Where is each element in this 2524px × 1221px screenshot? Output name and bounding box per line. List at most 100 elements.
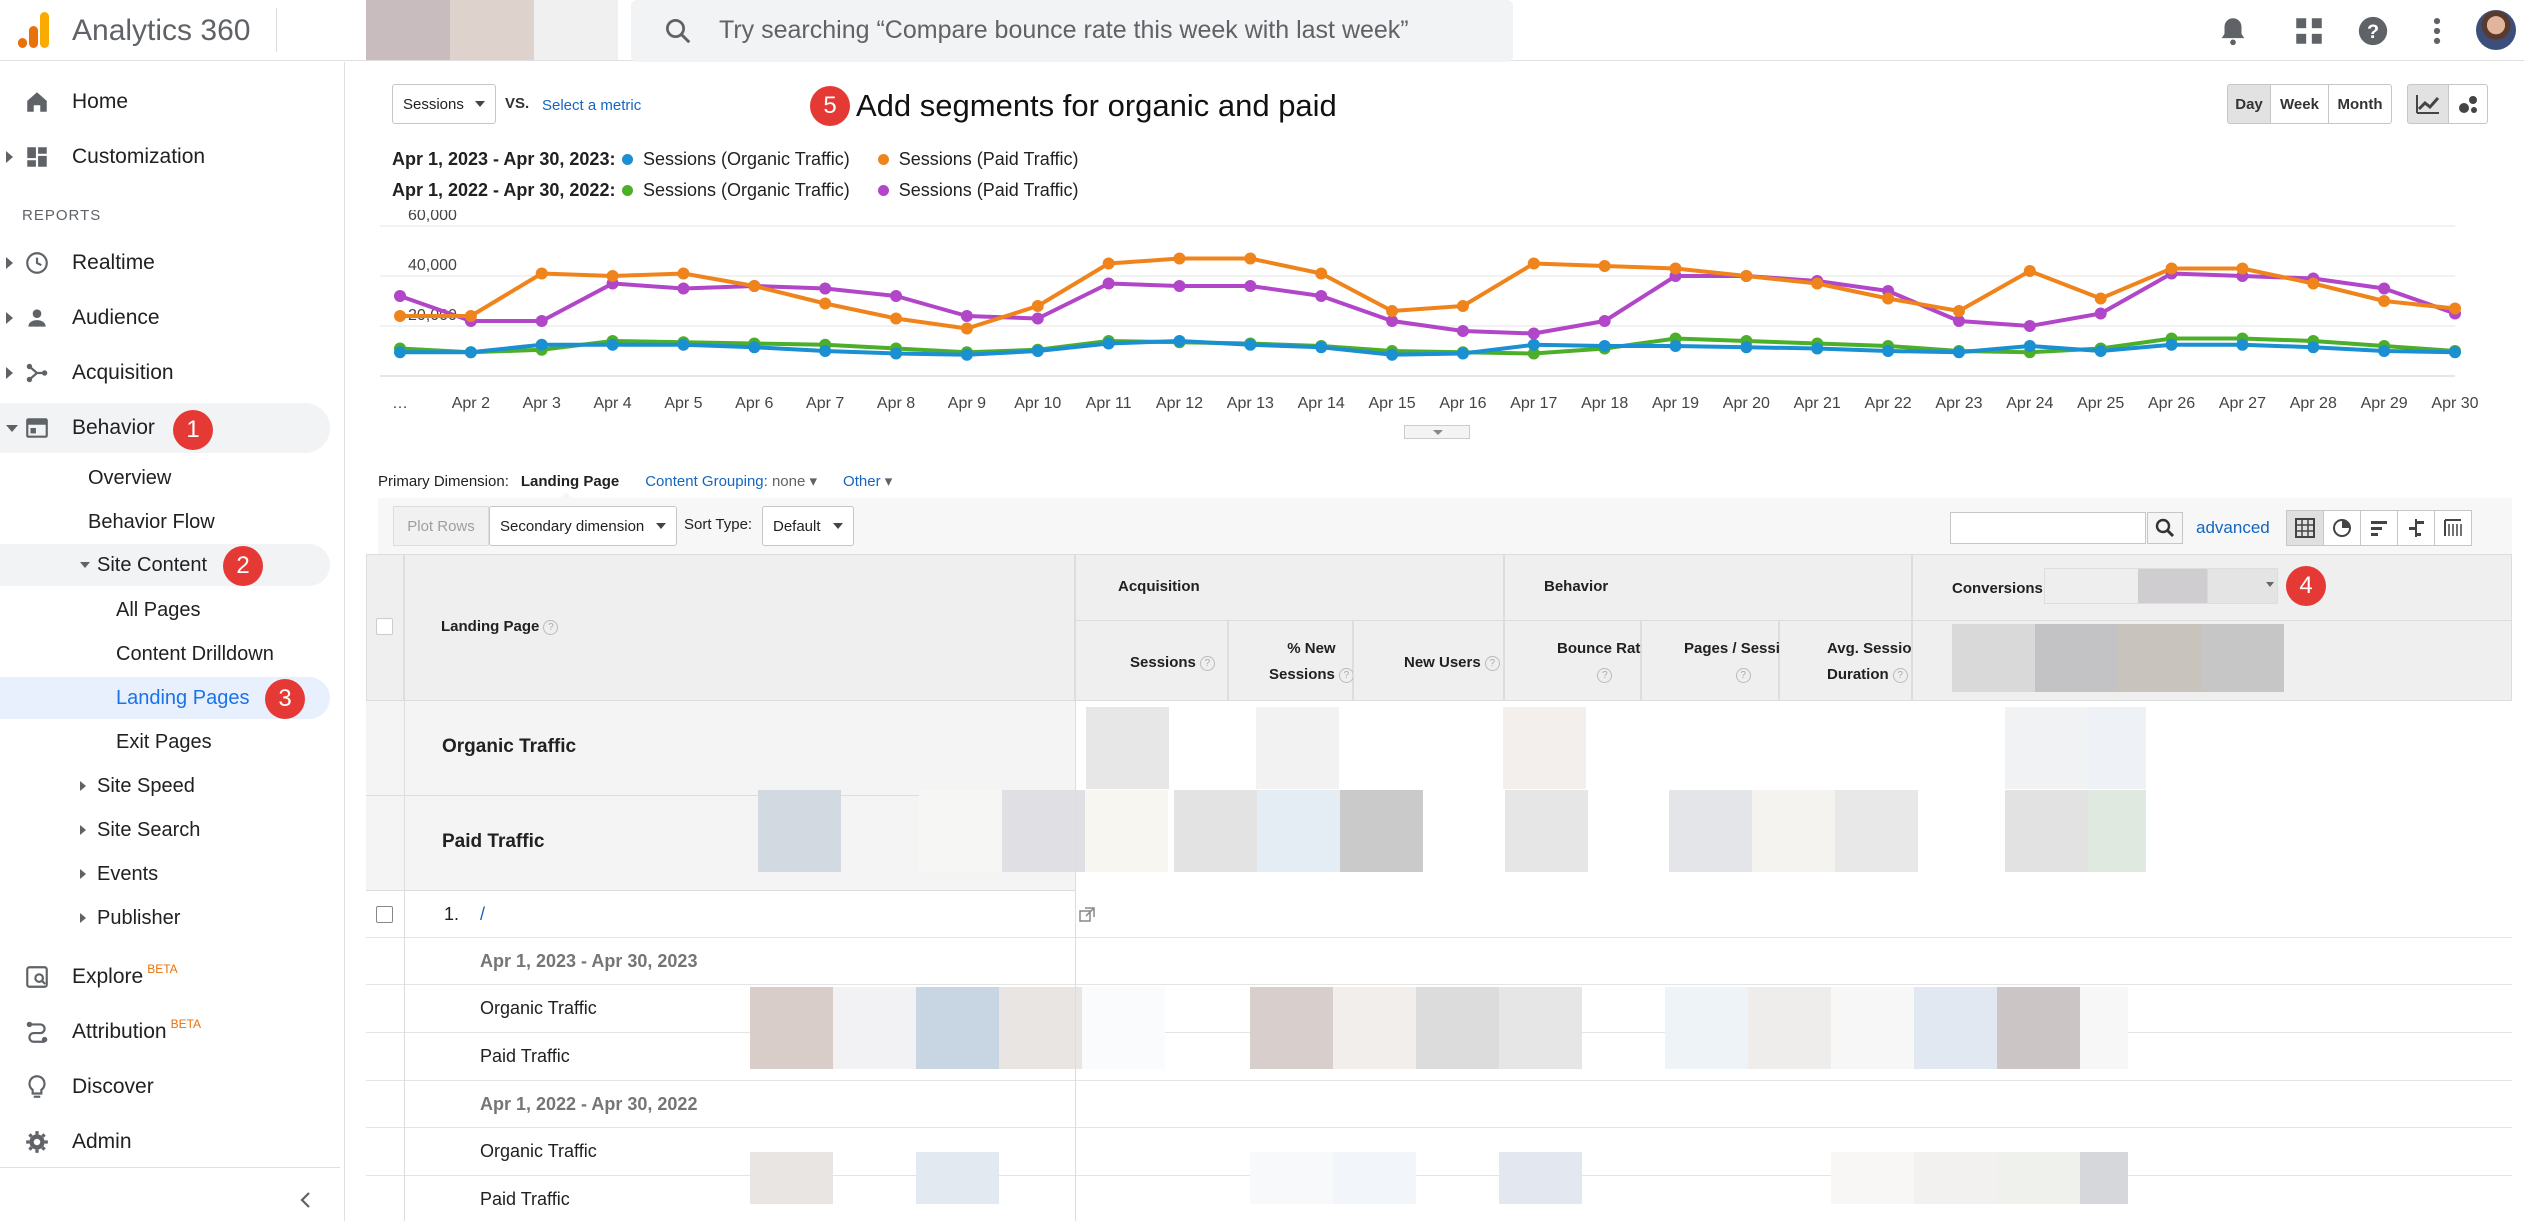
sort-type-value: Default [773,517,821,535]
data-point [1173,335,1186,347]
redacted-value-cell [1914,1152,1997,1204]
data-point [1031,300,1044,312]
data-point [1386,305,1399,317]
motion-chart-button[interactable] [2448,84,2488,124]
secondary-dimension-dropdown[interactable]: Secondary dimension [489,506,677,546]
sidebar-item-attribution[interactable]: Attribution BETA [0,1007,330,1057]
x-tick-label: Apr 4 [593,395,631,412]
help-icon[interactable]: ? [1199,655,1215,671]
search-input[interactable] [719,13,1479,47]
more-vert-icon[interactable] [2420,14,2454,48]
sidebar-item-site-content[interactable]: Site Content [80,545,207,585]
help-icon[interactable]: ? [2356,14,2390,48]
sidebar-item-events[interactable]: Events [80,854,159,894]
primary-dimension-landing-page[interactable]: Landing Page [520,472,620,490]
table-search-button[interactable] [2147,512,2183,544]
help-icon[interactable]: ? [1338,667,1354,683]
new-users-column-header[interactable] [1353,620,1504,701]
metric-dropdown[interactable]: Sessions [392,84,496,124]
legend-item[interactable]: Sessions (Paid Traffic) [877,180,1079,201]
sidebar-item-label: Events [97,862,159,885]
select-metric-link[interactable]: Select a metric [542,97,642,114]
help-icon[interactable]: ? [1484,655,1500,671]
comparison-view-button[interactable] [2397,510,2435,546]
goal-selector-dropdown[interactable] [2044,568,2278,604]
select-all-checkbox[interactable] [376,618,393,635]
collapse-sidebar-icon[interactable] [296,1190,316,1210]
legend-item[interactable]: Sessions (Organic Traffic) [622,149,850,170]
sidebar-item-acquisition[interactable]: Acquisition [0,348,330,398]
sidebar-item-discover[interactable]: Discover [0,1062,330,1112]
sort-type-dropdown[interactable]: Default [762,506,854,546]
sidebar-item-audience[interactable]: Audience [0,293,330,343]
data-point [1102,337,1115,350]
avg-session-duration-column-header[interactable] [1779,620,1912,701]
new-sessions-column-header[interactable] [1228,620,1353,701]
search-icon [666,19,691,44]
sidebar-item-customization[interactable]: Customization [0,132,330,182]
data-point [1882,345,1895,357]
pivot-view-button[interactable] [2434,510,2472,546]
sidebar-item-behavior[interactable]: Behavior [0,403,330,453]
legend-item[interactable]: Sessions (Organic Traffic) [622,180,850,201]
sidebar-item-landing-pages[interactable]: Landing Pages [116,686,250,709]
avatar[interactable] [2476,10,2516,50]
advanced-filter-link[interactable]: advanced [2196,518,2270,537]
table-row[interactable]: 1. / [366,891,2512,938]
account-selector[interactable] [366,0,618,60]
help-icon[interactable]: ? [1892,667,1908,683]
redacted-value-cell [750,987,833,1069]
sidebar-item-publisher[interactable]: Publisher [80,898,180,938]
data-point [1102,257,1115,270]
sidebar-item-admin[interactable]: Admin [0,1117,330,1167]
data-point [748,280,761,292]
bell-icon[interactable] [2216,14,2250,48]
row-checkbox[interactable] [376,906,393,923]
other-label: Other [843,473,881,490]
data-view-button[interactable] [2286,510,2324,546]
sidebar-item-content-drilldown[interactable]: Content Drilldown [116,642,274,665]
caret-right-icon [6,257,13,269]
data-point [394,310,406,322]
help-icon[interactable]: ? [1735,667,1751,683]
sidebar-item-all-pages[interactable]: All Pages [116,598,201,621]
pages-session-column-header[interactable] [1641,620,1779,701]
content-grouping-dropdown[interactable]: Content Grouping: none ▾ [645,472,817,490]
open-link-icon[interactable] [1078,906,1096,924]
apps-grid-icon[interactable] [2292,14,2326,48]
table-filter-input[interactable] [1950,512,2146,544]
month-button[interactable]: Month [2328,84,2392,124]
table-row: Apr 1, 2022 - Apr 30, 2022 [366,1081,2512,1128]
sidebar-item-site-speed[interactable]: Site Speed [80,766,195,806]
sidebar-item-exit-pages[interactable]: Exit Pages [116,730,212,753]
legend-row-2023: Apr 1, 2023 - Apr 30, 2023: Sessions (Or… [392,147,1107,171]
other-dimension-dropdown[interactable]: Other ▾ [843,472,892,490]
legend-item[interactable]: Sessions (Paid Traffic) [877,149,1079,170]
help-icon[interactable]: ? [543,619,559,635]
pie-view-button[interactable] [2323,510,2361,546]
search-box[interactable] [631,0,1513,62]
sidebar-item-behavior-flow[interactable]: Behavior Flow [88,510,215,533]
analytics-logo-icon[interactable] [16,10,50,50]
week-button[interactable]: Week [2270,84,2329,124]
day-button[interactable]: Day [2227,84,2271,124]
chart-collapse-toggle[interactable] [1404,425,1470,439]
landing-page-header[interactable]: Landing Page? [441,618,559,635]
acquisition-group-header [1075,554,1504,621]
sidebar-item-overview[interactable]: Overview [88,466,172,489]
sidebar-item-site-search[interactable]: Site Search [80,810,200,850]
help-icon[interactable]: ? [1597,667,1613,683]
sidebar-item-realtime[interactable]: Realtime [0,238,330,288]
x-tick-label: Apr 12 [1156,395,1203,412]
sidebar-item-home[interactable]: Home [0,77,330,127]
chevron-down-icon: ▾ [809,473,818,490]
data-point [1952,346,1965,359]
sidebar-item-explore[interactable]: Explore BETA [0,952,330,1002]
performance-view-button[interactable] [2360,510,2398,546]
row-page-link[interactable]: / [480,904,486,924]
bounce-rate-column-header[interactable] [1504,620,1641,701]
redacted-value-cell [1831,1152,1914,1204]
plot-rows-button[interactable]: Plot Rows [393,506,489,546]
line-chart-button[interactable] [2407,84,2449,124]
